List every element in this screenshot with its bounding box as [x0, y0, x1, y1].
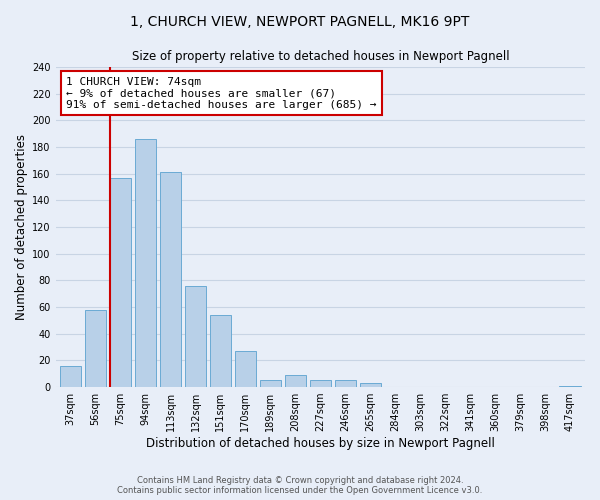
Y-axis label: Number of detached properties: Number of detached properties [15, 134, 28, 320]
Bar [110, 178, 131, 387]
Bar [60, 366, 81, 387]
Bar [210, 315, 231, 387]
Title: Size of property relative to detached houses in Newport Pagnell: Size of property relative to detached ho… [131, 50, 509, 63]
Bar [235, 351, 256, 387]
Bar [310, 380, 331, 387]
Bar [160, 172, 181, 387]
Bar [359, 383, 381, 387]
Bar [85, 310, 106, 387]
Bar [185, 286, 206, 387]
Text: 1, CHURCH VIEW, NEWPORT PAGNELL, MK16 9PT: 1, CHURCH VIEW, NEWPORT PAGNELL, MK16 9P… [130, 15, 470, 29]
Bar [285, 375, 306, 387]
Bar [559, 386, 581, 387]
Text: 1 CHURCH VIEW: 74sqm
← 9% of detached houses are smaller (67)
91% of semi-detach: 1 CHURCH VIEW: 74sqm ← 9% of detached ho… [66, 76, 377, 110]
Bar [135, 139, 156, 387]
X-axis label: Distribution of detached houses by size in Newport Pagnell: Distribution of detached houses by size … [146, 437, 495, 450]
Bar [335, 380, 356, 387]
Text: Contains HM Land Registry data © Crown copyright and database right 2024.
Contai: Contains HM Land Registry data © Crown c… [118, 476, 482, 495]
Bar [260, 380, 281, 387]
